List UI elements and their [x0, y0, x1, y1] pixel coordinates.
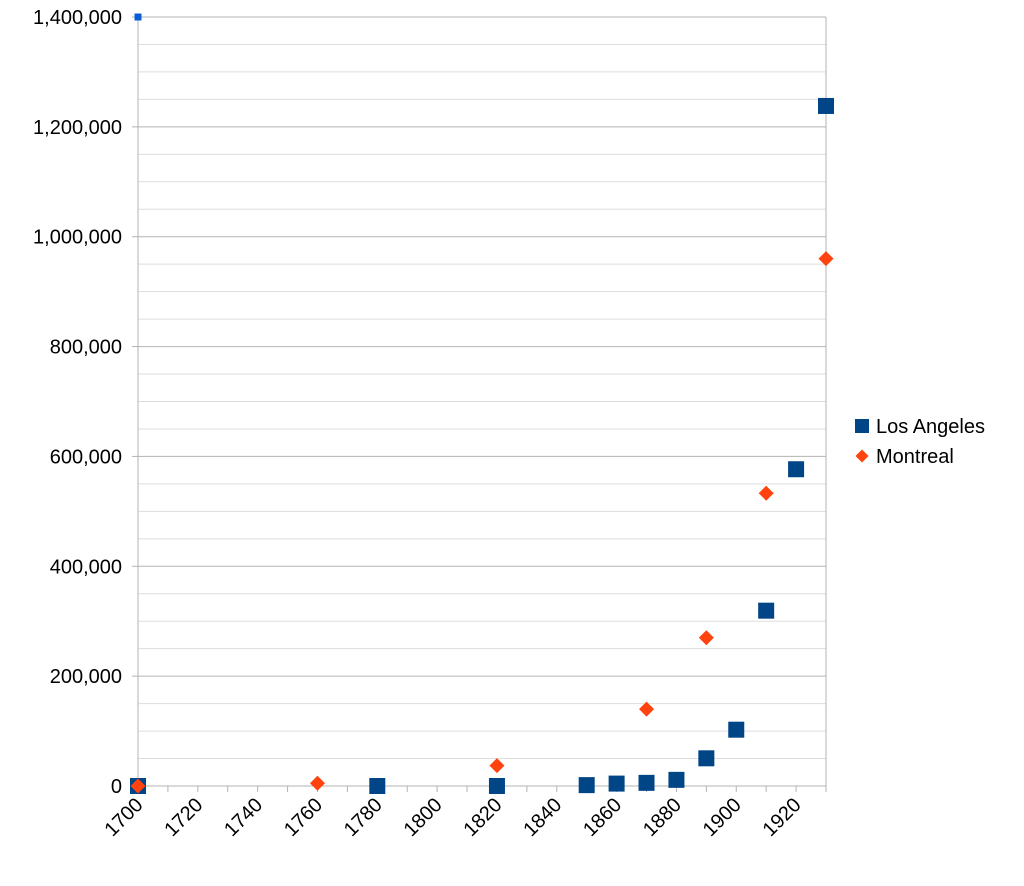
data-point-square	[788, 461, 805, 478]
x-tick-label: 1720	[160, 794, 207, 841]
axis-corner-marker	[134, 13, 142, 21]
legend-label: Los Angeles	[876, 416, 985, 438]
x-tick-label: 1860	[579, 794, 626, 841]
legend-swatch-diamond	[855, 449, 869, 463]
x-tick-label: 1780	[340, 794, 387, 841]
data-point-square	[369, 778, 386, 794]
plot-area	[130, 13, 834, 794]
data-point-square	[578, 777, 595, 794]
legend-item: Los Angeles	[855, 416, 985, 438]
x-tick-label: 1820	[459, 794, 506, 841]
data-point-diamond	[639, 701, 655, 717]
data-point-square	[608, 775, 625, 792]
series-montreal	[130, 251, 834, 794]
legend-label: Montreal	[876, 446, 954, 468]
legend-item: Montreal	[855, 446, 954, 468]
series-los-angeles	[130, 97, 834, 794]
x-tick-label: 1840	[519, 794, 566, 841]
y-tick-label: 400,000	[50, 556, 122, 578]
y-tick-label: 1,200,000	[33, 117, 122, 139]
data-point-square	[668, 771, 685, 788]
x-tick-label: 1900	[699, 794, 746, 841]
data-point-square	[698, 750, 715, 767]
data-point-square	[488, 778, 505, 794]
data-point-square	[818, 97, 834, 114]
y-tick-label: 800,000	[50, 337, 122, 359]
data-point-square	[758, 602, 775, 619]
x-tick-label: 1800	[400, 794, 447, 841]
y-tick-label: 1,000,000	[33, 227, 122, 249]
legend: Los Angeles Montreal	[855, 416, 985, 468]
x-tick-label: 1880	[639, 794, 686, 841]
data-point-diamond	[309, 775, 325, 791]
data-point-diamond	[698, 630, 714, 646]
data-point-diamond	[818, 251, 834, 267]
data-point-diamond	[758, 485, 774, 501]
axes: 0 200,000 400,000 600,000 800,000 1,000,000 1,…	[33, 7, 827, 841]
data-point-square	[638, 774, 655, 791]
legend-swatch-square	[855, 419, 869, 433]
x-tick-label: 1760	[280, 794, 327, 841]
grid	[138, 16, 827, 787]
x-tick-label: 1740	[220, 794, 267, 841]
y-tick-label: 200,000	[50, 666, 122, 688]
y-tick-label: 0	[111, 776, 122, 798]
data-point-square	[728, 721, 745, 738]
x-tick-label: 1920	[759, 794, 806, 841]
data-point-diamond	[130, 778, 146, 794]
x-tick-label: 1700	[101, 794, 148, 841]
data-point-diamond	[489, 758, 505, 774]
y-tick-label: 600,000	[50, 446, 122, 468]
y-tick-label: 1,400,000	[33, 7, 122, 29]
